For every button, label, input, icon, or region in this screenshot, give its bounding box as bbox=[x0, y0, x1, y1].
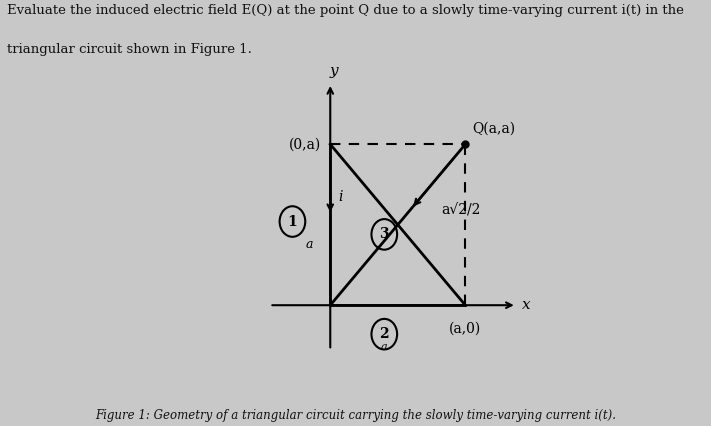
Text: Q(a,a): Q(a,a) bbox=[472, 121, 515, 135]
Text: a√2/2: a√2/2 bbox=[441, 204, 481, 218]
Text: Figure 1: Geometry of a triangular circuit carrying the slowly time-varying curr: Figure 1: Geometry of a triangular circu… bbox=[95, 409, 616, 422]
Text: a: a bbox=[305, 238, 313, 250]
Text: x: x bbox=[522, 298, 530, 312]
Text: i: i bbox=[338, 190, 343, 204]
Text: (a,0): (a,0) bbox=[449, 321, 481, 335]
Text: 2: 2 bbox=[380, 327, 389, 341]
Text: triangular circuit shown in Figure 1.: triangular circuit shown in Figure 1. bbox=[7, 43, 252, 56]
Text: 3: 3 bbox=[380, 227, 389, 242]
Text: (0,a): (0,a) bbox=[289, 137, 321, 151]
Text: Evaluate the induced electric field E(Q) at the point Q due to a slowly time-var: Evaluate the induced electric field E(Q)… bbox=[7, 4, 684, 17]
Text: a: a bbox=[381, 342, 387, 352]
Text: y: y bbox=[330, 64, 338, 78]
Text: 1: 1 bbox=[287, 215, 297, 228]
